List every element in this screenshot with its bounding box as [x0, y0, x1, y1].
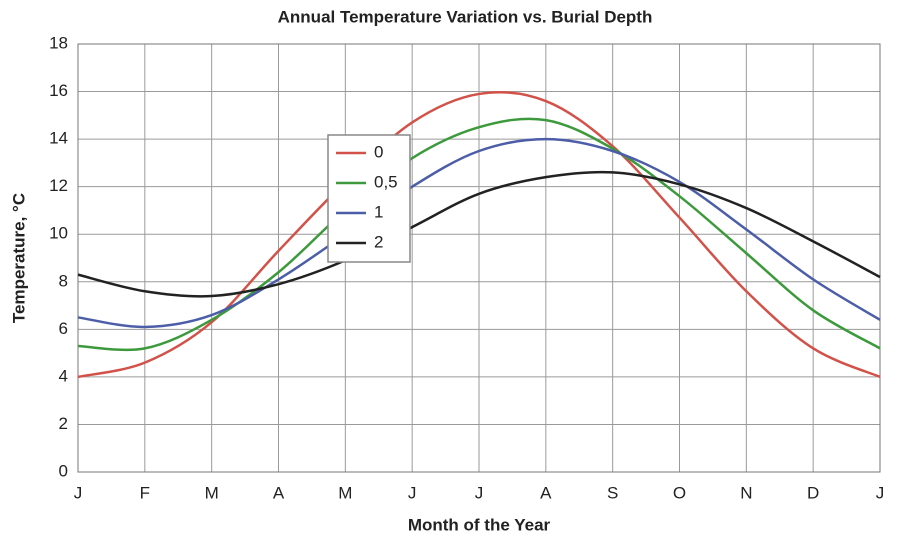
- series-line: [77, 170, 881, 298]
- x-tick-label: A: [273, 483, 285, 502]
- y-tick-label: 8: [59, 271, 68, 290]
- x-tick-label: F: [140, 483, 150, 502]
- x-tick-label: M: [205, 483, 219, 502]
- legend-label: 0,5: [374, 172, 398, 191]
- x-tick-label: J: [475, 483, 484, 502]
- x-axis-label: Month of the Year: [408, 515, 551, 534]
- x-tick-label: J: [876, 483, 885, 502]
- x-tick-label: D: [807, 483, 819, 502]
- x-tick-label: O: [673, 483, 686, 502]
- legend-label: 2: [374, 232, 383, 251]
- x-tick-label: N: [740, 483, 752, 502]
- y-tick-label: 12: [49, 176, 68, 195]
- y-tick-label: 0: [59, 461, 68, 480]
- x-tick-label: J: [74, 483, 83, 502]
- y-tick-label: 2: [59, 414, 68, 433]
- x-tick-label: J: [408, 483, 417, 502]
- chart-title: Annual Temperature Variation vs. Burial …: [278, 7, 653, 26]
- y-tick-label: 10: [49, 224, 68, 243]
- x-tick-label: S: [607, 483, 618, 502]
- y-axis-label: Temperature, °C: [9, 193, 28, 323]
- y-tick-label: 16: [49, 81, 68, 100]
- legend-label: 0: [374, 142, 383, 161]
- series-line: [77, 91, 881, 379]
- y-tick-label: 6: [59, 319, 68, 338]
- legend-box: [327, 134, 411, 263]
- x-tick-label: M: [338, 483, 352, 502]
- y-tick-label: 18: [49, 33, 68, 52]
- series-line: [77, 117, 881, 352]
- plot-frame: [77, 43, 881, 473]
- legend-label: 1: [374, 202, 383, 221]
- y-tick-label: 4: [59, 366, 68, 385]
- y-tick-label: 14: [49, 129, 68, 148]
- x-tick-label: A: [540, 483, 552, 502]
- series-line: [77, 137, 881, 329]
